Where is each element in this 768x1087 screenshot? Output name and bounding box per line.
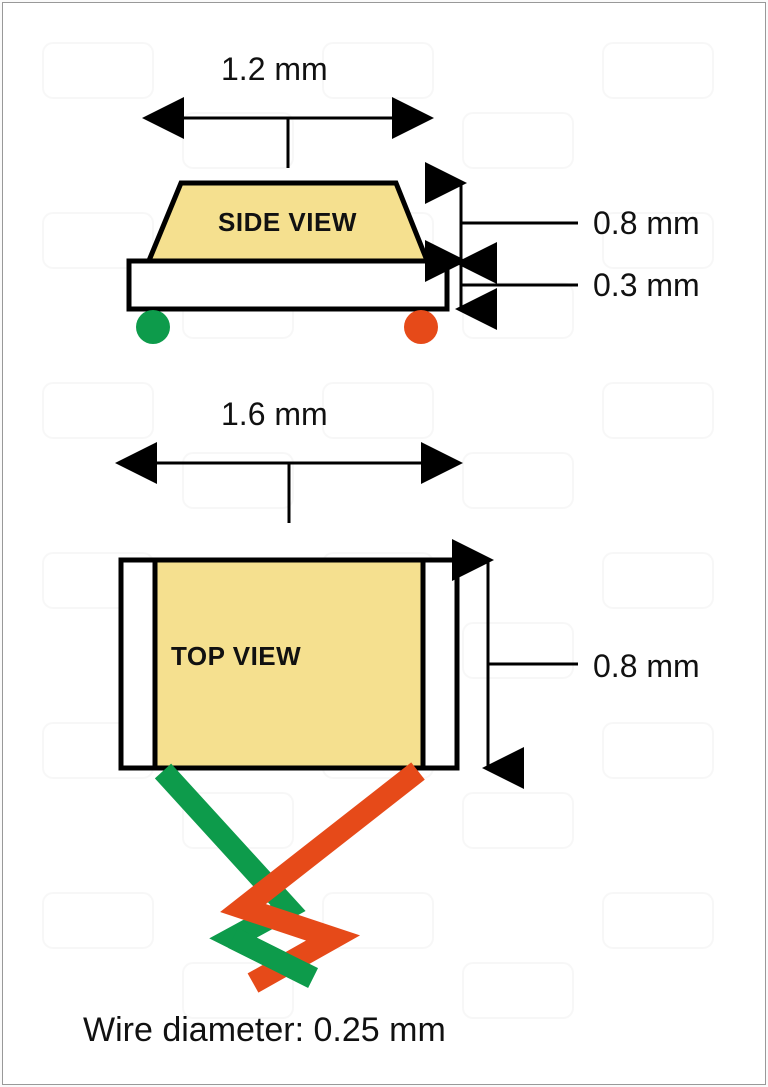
side-view-terminal-left <box>136 310 170 344</box>
dim-side-width <box>148 118 428 168</box>
label-side-width: 1.2 mm <box>221 51 328 88</box>
label-wire-diameter: Wire diameter: 0.25 mm <box>83 1011 446 1050</box>
dim-side-lens-height <box>461 183 578 263</box>
dim-side-base-height <box>461 261 578 309</box>
label-top-width: 1.6 mm <box>221 396 328 433</box>
label-top-view: TOP VIEW <box>171 641 301 672</box>
dim-top-width <box>121 463 457 523</box>
label-side-lens-height: 0.8 mm <box>593 205 700 242</box>
label-side-base-height: 0.3 mm <box>593 267 700 304</box>
label-side-view: SIDE VIEW <box>218 207 357 238</box>
side-view-base <box>129 261 447 309</box>
side-view-terminal-right <box>404 310 438 344</box>
diagram-frame: 1.2 mm SIDE VIEW 0.8 mm 0.3 mm 1.6 mm TO… <box>2 2 766 1085</box>
dim-top-height <box>488 560 578 768</box>
wires <box>163 771 418 983</box>
diagram-svg <box>3 3 766 1085</box>
label-top-height: 0.8 mm <box>593 648 700 685</box>
